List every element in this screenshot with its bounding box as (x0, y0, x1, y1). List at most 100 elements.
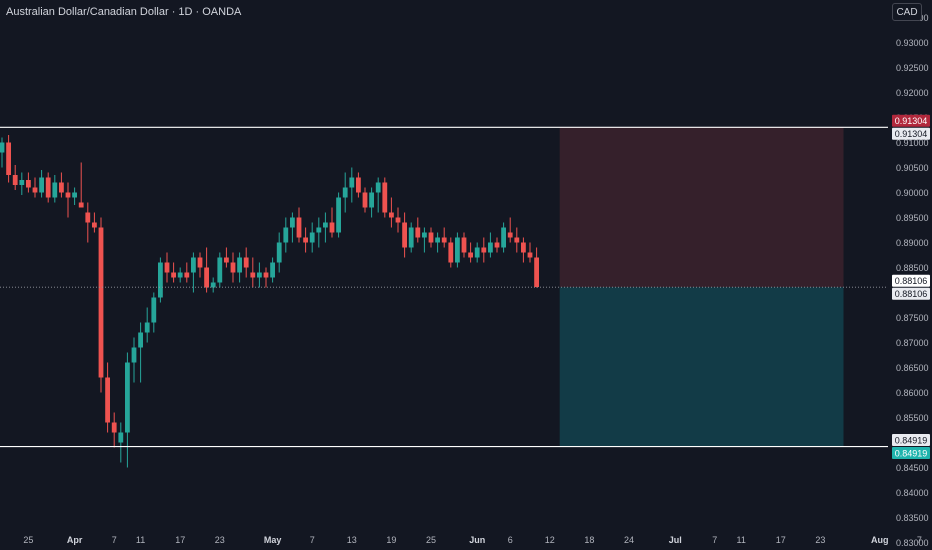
candle-body (461, 237, 467, 253)
candle (461, 232, 467, 258)
candle-body (92, 222, 97, 228)
candle-body (98, 227, 104, 378)
price-label-box (892, 114, 930, 127)
price-label-stop: 0.91304 (892, 114, 930, 127)
x-tick-label: 11 (136, 535, 145, 545)
candle (191, 252, 196, 293)
candle-body (85, 212, 91, 223)
candle-body (408, 227, 414, 248)
candle (455, 232, 460, 268)
candle (151, 292, 157, 333)
y-tick-label: 0.83000 (896, 538, 929, 548)
candle (474, 242, 480, 263)
candle (329, 207, 335, 238)
y-tick-label: 0.90000 (896, 188, 929, 198)
candle (521, 237, 526, 263)
candle (45, 172, 51, 203)
x-tick-label: 7 (917, 535, 922, 545)
x-tick-label: 17 (776, 535, 786, 545)
horizontal-lines[interactable] (0, 126, 888, 448)
candle-body (171, 272, 176, 278)
take-profit-zone[interactable] (559, 287, 844, 447)
candle (144, 307, 150, 343)
candle-body (111, 422, 117, 433)
candle-body (59, 182, 64, 193)
candle (428, 227, 434, 248)
currency-button[interactable]: CAD (892, 3, 922, 21)
candle-body (521, 242, 526, 253)
x-tick-label: 6 (508, 535, 513, 545)
candle-body (210, 282, 216, 288)
price-label-line: 0.91304 (892, 127, 930, 140)
price-label-text: 0.88106 (895, 276, 928, 286)
price-label-text: 0.84919 (895, 448, 928, 458)
candle (243, 247, 249, 278)
candle (362, 187, 368, 213)
candle (59, 172, 64, 198)
price-label-box (892, 287, 930, 300)
candle (408, 222, 414, 253)
x-tick-label: 7 (310, 535, 315, 545)
candle (52, 175, 58, 203)
candle (85, 202, 91, 243)
candle-body (158, 262, 163, 298)
candle-body (164, 262, 170, 273)
candle (501, 222, 506, 253)
candle-body (329, 222, 335, 233)
y-tick-label: 0.89000 (896, 238, 929, 248)
candle (138, 322, 143, 383)
candle-body (237, 257, 242, 273)
price-label-box (892, 447, 930, 460)
y-tick-label: 0.86500 (896, 363, 929, 373)
candle-body (250, 272, 256, 278)
candle-body (19, 180, 25, 185)
candle-body (270, 262, 275, 278)
candle-body (125, 362, 130, 433)
y-tick-label: 0.84500 (896, 463, 929, 473)
candle-body (356, 177, 361, 193)
y-tick-label: 0.86000 (896, 388, 929, 398)
candle-body (316, 227, 322, 233)
candle-body (514, 237, 520, 243)
candle (105, 362, 110, 433)
candle-body (369, 192, 374, 208)
candle (177, 267, 183, 283)
candle (415, 217, 421, 243)
candle (131, 337, 137, 383)
candle (197, 252, 203, 278)
candle-body (257, 272, 262, 278)
candle (336, 192, 341, 238)
candle (448, 237, 454, 268)
short-position-zones[interactable] (559, 127, 844, 447)
candle (39, 170, 44, 198)
candle (395, 207, 401, 233)
candle (296, 207, 302, 243)
candle (0, 137, 5, 168)
time-axis[interactable]: 925Apr7111723May7131925Jun6121824Jul7111… (0, 535, 922, 545)
candle (375, 177, 381, 213)
candle-body (26, 180, 31, 188)
y-tick-label: 0.89500 (896, 213, 929, 223)
x-tick-label: 18 (584, 535, 594, 545)
candle (441, 227, 447, 248)
candle-body (45, 177, 51, 198)
x-tick-label: 25 (426, 535, 436, 545)
candle-body (494, 242, 500, 248)
chart-title: Australian Dollar/Canadian Dollar · 1D ·… (6, 6, 242, 18)
candle-body (507, 232, 513, 238)
x-tick-label: 17 (175, 535, 185, 545)
candle (481, 237, 487, 263)
price-label-line: 0.84919 (892, 434, 930, 447)
candle-body (527, 252, 533, 258)
candle (98, 217, 104, 393)
price-axis-labels: 0.91304 0.91304 0.88106 0.88106 0.84919 0.849… (892, 114, 930, 460)
candle (26, 172, 31, 193)
stop-loss-zone[interactable] (559, 127, 844, 288)
x-tick-label: 11 (737, 535, 746, 545)
candle-body (468, 252, 473, 258)
candle-body (474, 247, 480, 258)
candle-body (395, 217, 401, 223)
candle (217, 252, 223, 288)
x-tick-label: 7 (712, 535, 717, 545)
